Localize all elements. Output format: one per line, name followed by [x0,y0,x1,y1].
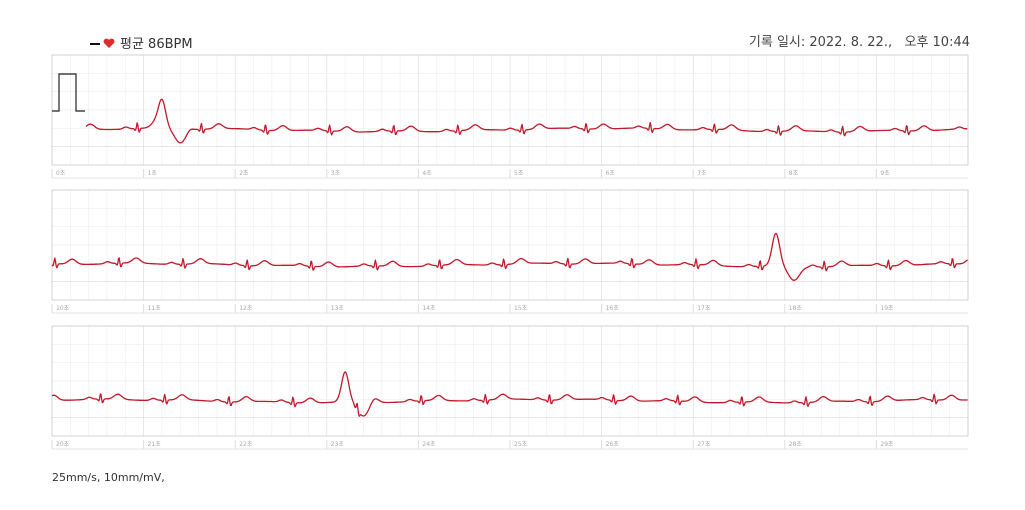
ecg-trace [51,371,968,417]
ecg-trace [85,98,968,144]
time-label: 15초 [514,305,528,312]
time-label: 9초 [880,170,890,177]
time-label: 17초 [697,305,711,312]
time-label: 22초 [239,441,253,448]
ecg-strip: 10초 11초 12초 13초 14초 15초 16초 17초 18초 19초 [51,189,969,314]
time-label: 18초 [789,305,803,312]
record-time: 기록 일시: 2022. 8. 22., 오후 10:44 [748,35,970,50]
time-label: 3초 [331,170,341,177]
time-label: 2초 [239,170,249,177]
time-label: 19초 [880,305,894,312]
time-label: 27초 [697,441,711,448]
time-label: 11초 [148,305,162,312]
time-label: 29초 [880,441,894,448]
time-label: 12초 [239,305,253,312]
ecg-trace [51,232,968,281]
strip-border [51,325,969,437]
time-label: 26초 [606,441,620,448]
legend: 평균 86BPM [90,33,193,52]
time-label: 21초 [148,441,162,448]
strip-border [51,189,969,301]
strip-border [51,54,969,166]
time-label: 16초 [606,305,620,312]
time-label: 6초 [606,170,616,177]
ecg-strip: 0초 1초 2초 3초 4초 5초 6초 7초 8초 9초 [51,54,969,179]
time-label: 25초 [514,441,528,448]
time-label: 20초 [56,441,70,448]
time-label: 13초 [331,305,345,312]
ecg-strip: 20초 21초 22초 23초 24초 25초 26초 27초 28초 29초 [51,325,969,450]
time-label: 8초 [789,170,799,177]
time-label: 7초 [697,170,707,177]
time-label: 5초 [514,170,524,177]
time-label: 0초 [56,170,66,177]
time-label: 1초 [148,170,158,177]
footer: 25mm/s, 10mm/mV, [52,471,165,484]
time-label: 4초 [422,170,432,177]
time-label: 14초 [422,305,436,312]
ecg-strips: 0초 1초 2초 3초 4초 5초 6초 7초 8초 9초 10초 11초 12초 13초 14초 15초 16… [51,54,969,450]
calibration-pulse [52,73,85,112]
time-label: 10초 [56,305,70,312]
time-label: 28초 [789,441,803,448]
legend-icon [90,38,115,48]
legend-text: 평균 86BPM [120,37,193,52]
time-label: 24초 [422,441,436,448]
time-label: 23초 [331,441,345,448]
